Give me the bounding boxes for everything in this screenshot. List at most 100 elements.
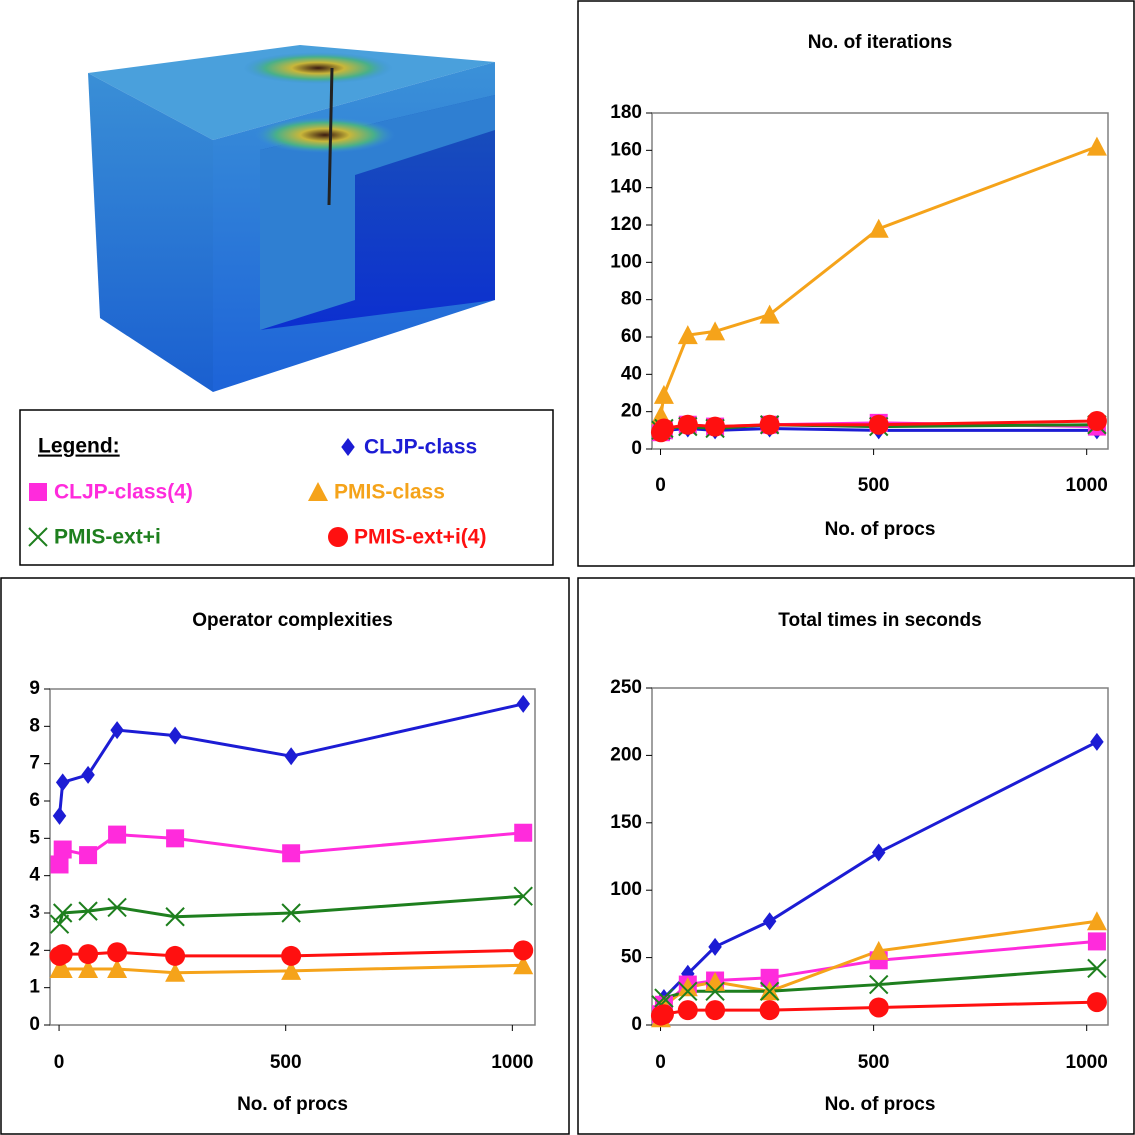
box-shelf [260, 95, 495, 330]
marker [677, 325, 698, 345]
legend-title: Legend: [38, 435, 120, 458]
y-tick-label: 200 [610, 744, 642, 765]
x-tick-label: 0 [655, 475, 666, 496]
panel [0, 577, 570, 1135]
marker [284, 747, 298, 766]
marker [165, 907, 185, 927]
y-tick-label: 40 [621, 363, 642, 384]
panel [577, 0, 1135, 567]
y-tick-label: 1 [29, 977, 40, 998]
legend-marker [29, 483, 47, 501]
y-tick-label: 150 [610, 812, 642, 833]
marker [678, 981, 698, 1002]
marker [1086, 136, 1107, 156]
marker [868, 218, 889, 238]
legend-label: CLJP-class(4) [54, 481, 193, 504]
marker [166, 829, 185, 848]
marker [759, 1000, 780, 1021]
legend-label: PMIS-ext+i(4) [354, 526, 486, 549]
x-tick-label: 1000 [1066, 1052, 1108, 1073]
marker [168, 726, 182, 745]
marker [868, 414, 889, 435]
y-tick-label: 0 [631, 438, 642, 459]
marker [705, 1000, 726, 1021]
y-tick-label: 7 [29, 753, 40, 774]
marker [107, 897, 127, 918]
y-tick-label: 0 [631, 1014, 642, 1035]
marker [759, 414, 780, 435]
marker [759, 304, 780, 324]
panel [577, 577, 1135, 1135]
marker [871, 843, 886, 862]
marker [110, 721, 124, 740]
x-tick-label: 1000 [1066, 475, 1108, 496]
plot-area [49, 688, 536, 1026]
marker [516, 694, 530, 713]
marker [705, 416, 726, 437]
y-tick-label: 120 [610, 214, 642, 235]
legend-marker [28, 527, 48, 547]
marker [52, 959, 73, 978]
marker [760, 968, 779, 987]
box-top [88, 45, 495, 140]
hot-spot [243, 52, 393, 84]
y-tick-label: 5 [29, 827, 40, 848]
marker [52, 806, 67, 825]
marker [52, 903, 73, 923]
marker [1086, 411, 1107, 431]
hot-spot [255, 117, 395, 153]
marker [1086, 992, 1107, 1013]
marker [53, 840, 72, 859]
marker [81, 765, 95, 784]
legend-marker [341, 438, 355, 456]
x-tick-label: 0 [655, 1052, 666, 1073]
marker [868, 997, 889, 1018]
marker [677, 414, 698, 435]
legend-box [19, 409, 554, 566]
y-tick-label: 50 [621, 947, 642, 968]
series-line [58, 894, 524, 925]
marker [677, 1000, 698, 1021]
chart-title: Total times in seconds [778, 610, 981, 631]
marker [281, 945, 302, 966]
marker [653, 384, 674, 404]
marker [868, 940, 889, 960]
marker [514, 823, 533, 842]
marker [708, 937, 722, 956]
x-tick-label: 500 [858, 475, 890, 496]
plot-area [651, 687, 1109, 1026]
marker [165, 962, 186, 982]
marker [759, 981, 780, 1002]
marker [78, 944, 99, 965]
y-tick-label: 3 [29, 902, 40, 923]
marker [282, 844, 301, 863]
marker [705, 321, 726, 341]
marker [677, 977, 698, 997]
x-axis-title: No. of procs [825, 519, 936, 540]
marker [513, 955, 534, 975]
marker [281, 960, 302, 980]
y-tick-label: 250 [610, 677, 642, 698]
marker [653, 1004, 674, 1025]
marker [1087, 958, 1107, 979]
marker [653, 418, 674, 439]
marker [55, 773, 70, 792]
y-tick-label: 140 [610, 177, 642, 198]
x-tick-label: 500 [858, 1052, 890, 1073]
mesh-image [88, 45, 495, 392]
marker [79, 846, 98, 865]
y-tick-label: 160 [610, 139, 642, 160]
x-tick-label: 1000 [491, 1052, 533, 1073]
y-tick-label: 180 [610, 102, 642, 123]
marker [165, 945, 186, 966]
marker [78, 959, 99, 978]
legend-marker [328, 527, 348, 547]
marker [78, 901, 98, 921]
marker [1090, 732, 1104, 751]
marker [107, 959, 128, 978]
marker [1087, 932, 1106, 951]
marker [762, 912, 777, 931]
marker [513, 886, 533, 906]
marker [52, 944, 73, 965]
